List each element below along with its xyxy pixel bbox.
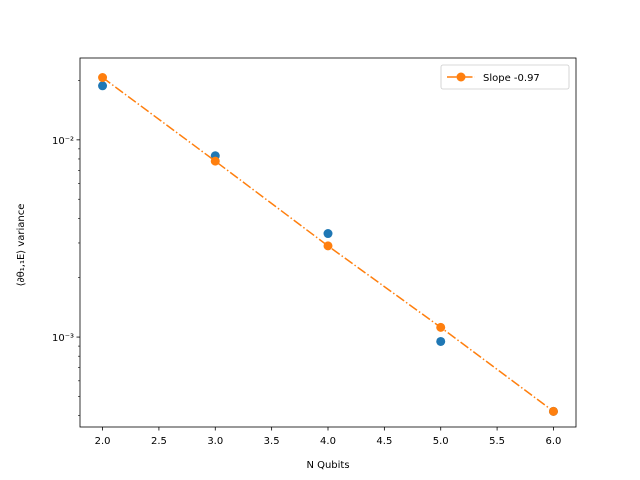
- x-tick-label: 3.0: [207, 436, 223, 447]
- x-tick-label: 2.5: [151, 436, 167, 447]
- x-tick-label: 3.5: [264, 436, 280, 447]
- y-tick-label: 10⁻²: [52, 136, 74, 147]
- y-axis-label: ⟨∂θ₁,₁E⟩ variance: [16, 204, 27, 287]
- x-tick-label: 4.0: [320, 436, 336, 447]
- x-tick-label: 2.0: [95, 436, 111, 447]
- data-point: [323, 229, 333, 239]
- legend-label: Slope -0.97: [483, 73, 540, 84]
- fit-point: [436, 322, 446, 332]
- x-tick-label: 4.5: [376, 436, 392, 447]
- x-tick-label: 5.5: [489, 436, 505, 447]
- x-tick-label: 5.0: [433, 436, 449, 447]
- fit-point: [98, 73, 108, 83]
- legend-box: [440, 64, 570, 90]
- fit-point: [548, 406, 558, 416]
- fit-point: [323, 241, 333, 251]
- fit-line: [102, 76, 554, 412]
- legend: Slope -0.97: [440, 64, 570, 90]
- legend-marker: [456, 72, 466, 82]
- x-axis-label: N Qubits: [306, 460, 349, 471]
- fit-point: [210, 156, 220, 166]
- data-point: [98, 81, 108, 91]
- x-tick-label: 6.0: [546, 436, 562, 447]
- y-tick-label: 10⁻³: [52, 333, 74, 344]
- data-point: [436, 336, 446, 346]
